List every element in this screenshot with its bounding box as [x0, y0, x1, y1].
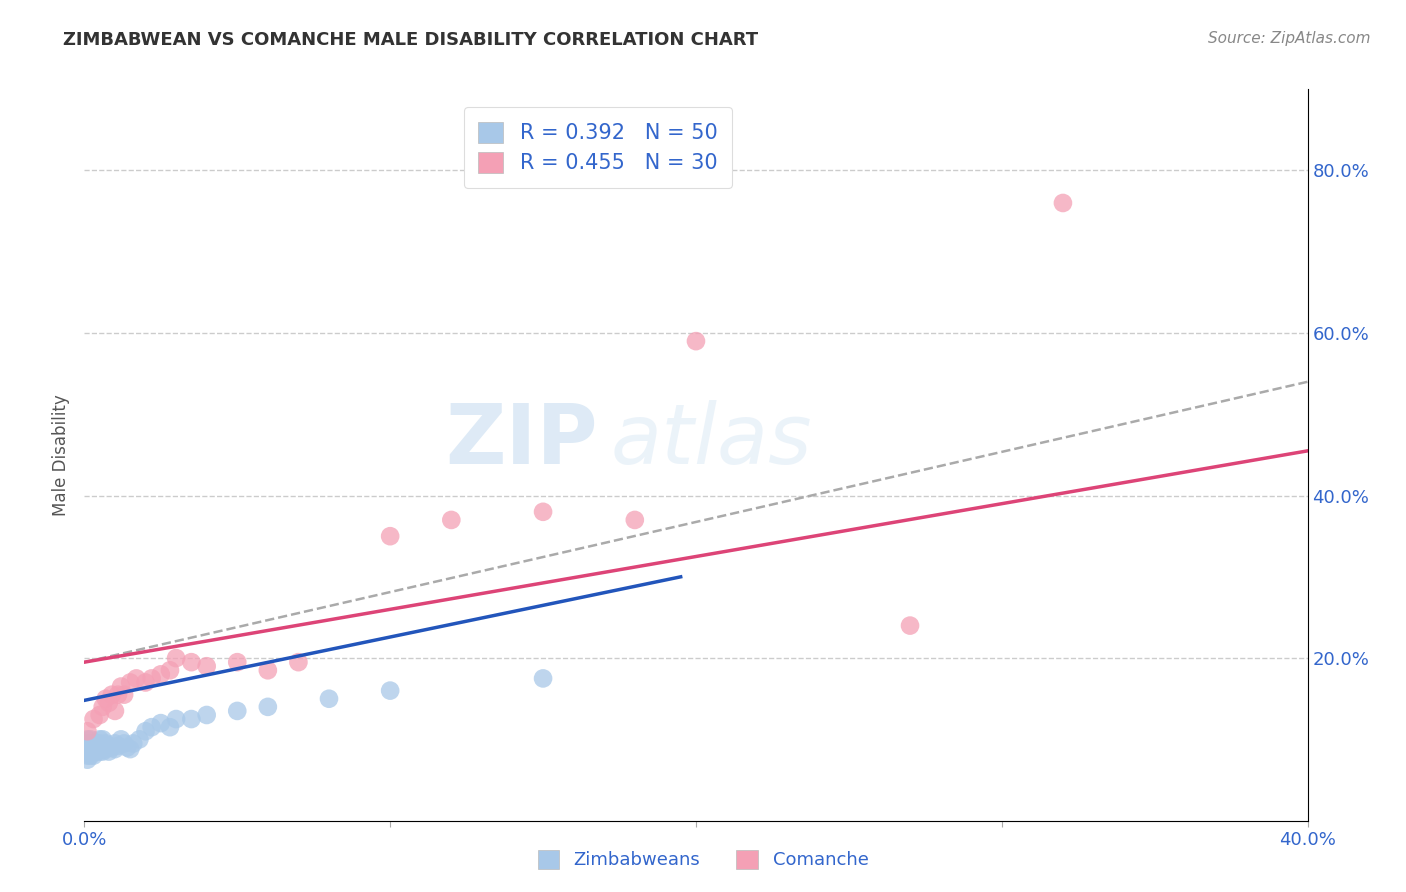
Legend: Zimbabweans, Comanche: Zimbabweans, Comanche: [529, 841, 877, 879]
Point: [76, 736, 98, 750]
Point: [180, 655, 202, 669]
Point: [83, 740, 105, 755]
Point: [165, 712, 187, 726]
Point: [287, 655, 309, 669]
Point: [97, 745, 120, 759]
Point: [76, 753, 98, 767]
Point: [101, 740, 124, 755]
Point: [624, 513, 647, 527]
Point: [440, 513, 463, 527]
Point: [89, 708, 111, 723]
Point: [91, 740, 114, 755]
Point: [195, 659, 218, 673]
Point: [531, 672, 554, 686]
Point: [122, 736, 145, 750]
Point: [94, 691, 117, 706]
Point: [135, 724, 157, 739]
Point: [257, 699, 280, 714]
Point: [89, 736, 111, 750]
Text: Source: ZipAtlas.com: Source: ZipAtlas.com: [1208, 31, 1371, 46]
Point: [94, 742, 117, 756]
Point: [149, 716, 172, 731]
Point: [79, 736, 101, 750]
Point: [83, 748, 105, 763]
Point: [180, 712, 202, 726]
Point: [159, 663, 181, 677]
Point: [97, 696, 120, 710]
Point: [79, 740, 101, 755]
Point: [79, 748, 101, 763]
Point: [104, 742, 127, 756]
Point: [83, 736, 105, 750]
Point: [97, 739, 120, 753]
Point: [76, 748, 98, 763]
Text: ZIMBABWEAN VS COMANCHE MALE DISABILITY CORRELATION CHART: ZIMBABWEAN VS COMANCHE MALE DISABILITY C…: [63, 31, 758, 49]
Point: [1052, 196, 1074, 211]
Point: [89, 745, 111, 759]
Point: [141, 672, 163, 686]
Point: [685, 334, 707, 348]
Point: [165, 651, 187, 665]
Point: [91, 732, 114, 747]
Point: [94, 736, 117, 750]
Point: [76, 732, 98, 747]
Point: [128, 732, 150, 747]
Point: [76, 724, 98, 739]
Legend: R = 0.392   N = 50, R = 0.455   N = 30: R = 0.392 N = 50, R = 0.455 N = 30: [464, 107, 733, 188]
Point: [195, 708, 218, 723]
Y-axis label: Male Disability: Male Disability: [52, 394, 70, 516]
Point: [79, 732, 101, 747]
Point: [104, 736, 127, 750]
Point: [91, 745, 114, 759]
Point: [110, 732, 132, 747]
Point: [531, 505, 554, 519]
Point: [112, 688, 135, 702]
Point: [135, 675, 157, 690]
Point: [86, 740, 108, 755]
Point: [86, 736, 108, 750]
Point: [112, 736, 135, 750]
Point: [104, 704, 127, 718]
Point: [120, 675, 142, 690]
Point: [257, 663, 280, 677]
Point: [125, 672, 148, 686]
Point: [226, 704, 249, 718]
Point: [91, 699, 114, 714]
Point: [120, 742, 142, 756]
Point: [107, 739, 129, 753]
Point: [159, 720, 181, 734]
Text: ZIP: ZIP: [446, 400, 598, 481]
Point: [110, 680, 132, 694]
Point: [141, 720, 163, 734]
Point: [107, 688, 129, 702]
Point: [76, 740, 98, 755]
Point: [898, 618, 921, 632]
Point: [83, 712, 105, 726]
Point: [226, 655, 249, 669]
Point: [380, 683, 402, 698]
Point: [101, 688, 124, 702]
Point: [89, 732, 111, 747]
Point: [149, 667, 172, 681]
Point: [83, 745, 105, 759]
Point: [115, 740, 138, 755]
Point: [380, 529, 402, 543]
Point: [318, 691, 340, 706]
Point: [86, 745, 108, 759]
Point: [76, 745, 98, 759]
Text: atlas: atlas: [610, 400, 813, 481]
Point: [79, 745, 101, 759]
